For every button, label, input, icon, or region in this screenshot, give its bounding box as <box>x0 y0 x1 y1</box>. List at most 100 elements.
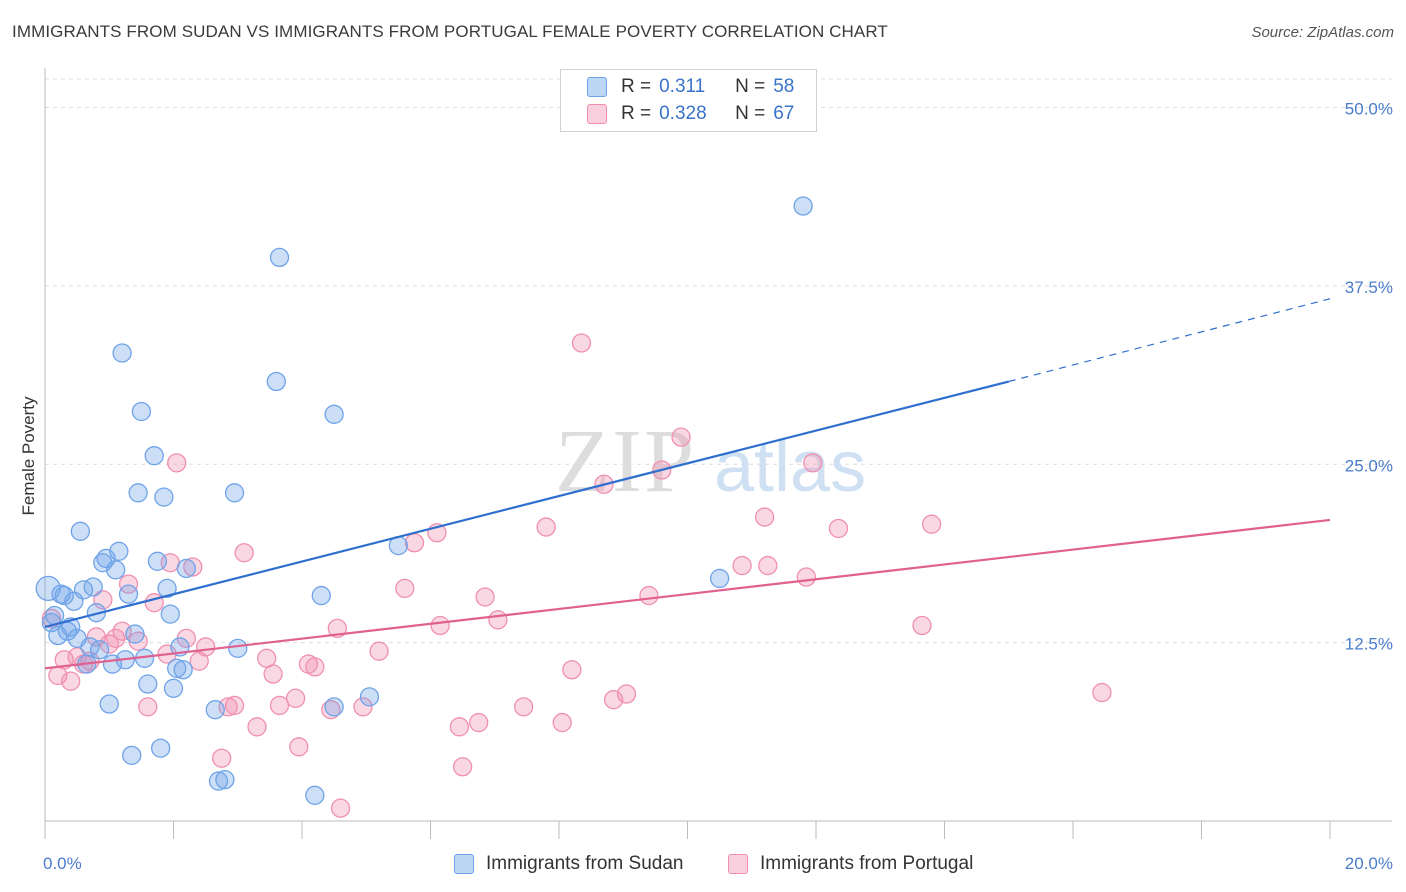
portugal-point <box>616 684 637 704</box>
y-tick-label: 12.5% <box>1345 635 1393 654</box>
sudan-trend-line <box>44 380 1010 629</box>
portugal-point <box>732 555 752 576</box>
portugal-point <box>327 618 347 639</box>
portugal-swatch <box>587 104 607 124</box>
sudan-point <box>138 674 158 694</box>
portugal-point <box>469 712 489 733</box>
portugal-point <box>1092 682 1112 703</box>
portugal-point <box>195 637 216 657</box>
sudan-point <box>154 487 174 507</box>
portugal-point <box>61 671 81 691</box>
sudan-point <box>173 660 193 680</box>
portugal-point <box>475 587 495 607</box>
watermark-atlas: atlas <box>714 427 866 507</box>
stats-legend: R = 0.311 N = 58 R = 0.328 N = 67 <box>560 69 817 132</box>
portugal-point <box>452 757 473 777</box>
bottom-legend-portugal: Immigrants from Portugal <box>728 852 973 876</box>
sudan-point <box>224 483 245 503</box>
portugal-trend-line <box>44 518 1331 670</box>
trend-lines <box>44 298 1331 670</box>
sudan-point <box>324 404 344 424</box>
sudan-point <box>208 771 229 791</box>
portugal-point <box>144 593 164 613</box>
portugal-point <box>263 664 283 684</box>
legend-row-portugal: R = 0.328 N = 67 <box>587 101 794 127</box>
portugal-point <box>247 717 267 737</box>
sudan-n-value: 58 <box>773 76 795 97</box>
portugal-point <box>167 453 187 473</box>
sudan-point <box>150 738 171 758</box>
portugal-point <box>305 657 325 677</box>
sudan-point <box>305 785 325 805</box>
sudan-point <box>118 584 139 604</box>
portugal-point <box>430 615 450 636</box>
bottom-sudan-swatch <box>454 854 474 874</box>
portugal-point <box>353 697 373 717</box>
sudan-point <box>163 678 184 698</box>
portugal-point <box>803 453 823 473</box>
bottom-legend-sudan: Immigrants from Sudan <box>454 852 683 876</box>
legend-row-sudan: R = 0.311 N = 58 <box>587 74 794 100</box>
chart-source: Source: ZipAtlas.com <box>1251 24 1394 41</box>
sudan-point <box>147 551 168 571</box>
sudan-point <box>215 769 235 790</box>
portugal-point <box>639 585 659 606</box>
portugal-r-label: R = <box>621 103 652 124</box>
bottom-sudan-label: Immigrants from Sudan <box>486 853 684 874</box>
y-tick-label: 25.0% <box>1345 456 1393 475</box>
portugal-point <box>758 555 778 576</box>
portugal-n-label: N = <box>735 103 766 124</box>
portugal-point <box>404 533 425 553</box>
portugal-point <box>189 651 209 671</box>
sudan-point <box>54 585 74 606</box>
portugal-point <box>183 557 203 577</box>
sudan-point <box>793 196 813 216</box>
sudan-swatch <box>587 77 607 97</box>
portugal-point <box>671 427 691 447</box>
sudan-point <box>176 558 197 579</box>
portugal-point <box>369 641 389 661</box>
portugal-point <box>912 615 932 636</box>
portugal-point <box>571 333 592 353</box>
sudan-point <box>83 577 103 597</box>
sudan-point <box>709 568 730 589</box>
portugal-point <box>234 543 254 563</box>
portugal-point <box>118 574 139 594</box>
portugal-point <box>796 567 817 587</box>
x-tick-label-max: 20.0% <box>1345 854 1393 873</box>
sudan-point <box>89 640 110 660</box>
sudan-point <box>70 521 90 541</box>
portugal-point <box>754 507 775 527</box>
sudan-point <box>269 247 290 268</box>
sudan-point <box>228 638 248 658</box>
sudan-r-label: R = <box>621 76 652 97</box>
bottom-portugal-label: Immigrants from Portugal <box>760 853 974 874</box>
sudan-point <box>67 628 87 649</box>
portugal-point <box>224 695 245 716</box>
y-tick-label: 37.5% <box>1345 278 1393 297</box>
portugal-point <box>212 748 232 768</box>
sudan-point <box>128 483 148 503</box>
portugal-n-value: 67 <box>773 103 795 124</box>
sudan-trend-extension <box>1008 298 1331 383</box>
sudan-point <box>131 401 152 422</box>
sudan-point <box>144 446 164 466</box>
portugal-point <box>562 660 582 680</box>
tick-labels: 12.5% 25.0% 37.5% 50.0% 0.0% 20.0% <box>43 100 1393 873</box>
sudan-point <box>205 700 225 720</box>
portugal-point <box>289 737 309 757</box>
chart-title: IMMIGRANTS FROM SUDAN VS IMMIGRANTS FROM… <box>12 22 888 41</box>
portugal-point <box>269 695 290 716</box>
bottom-portugal-swatch <box>728 854 748 874</box>
sudan-point <box>266 371 286 392</box>
sudan-point <box>35 575 61 602</box>
sudan-n-label: N = <box>735 76 766 97</box>
series-portugal-points <box>41 333 1112 818</box>
portugal-point <box>828 518 849 539</box>
sudan-point <box>324 697 344 717</box>
sudan-point <box>112 343 132 363</box>
sudan-point <box>359 687 380 707</box>
y-axis-label: Female Poverty <box>19 396 38 516</box>
portugal-point <box>330 798 351 818</box>
